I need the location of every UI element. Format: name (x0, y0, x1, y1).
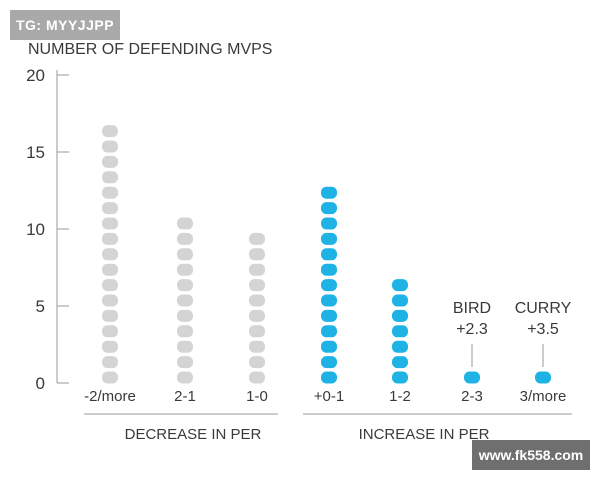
bar-dot (392, 356, 408, 369)
bar-dot (102, 140, 118, 153)
bar-dot (321, 186, 337, 199)
x-tick-label: 1-0 (246, 388, 268, 405)
y-tick-label: 10 (26, 220, 45, 239)
bar-dot (177, 340, 193, 353)
bar-dot (321, 279, 337, 292)
bar-dot (321, 263, 337, 276)
x-tick-label: -2/more (84, 388, 136, 405)
bar-dot (102, 217, 118, 230)
annotation-value: +3.5 (527, 321, 559, 338)
bar-dot (177, 356, 193, 369)
bar-dot (177, 309, 193, 322)
bar-dot (177, 263, 193, 276)
bar-dot (102, 279, 118, 292)
x-tick-label: 2-1 (174, 388, 196, 405)
bar-dot (249, 356, 265, 369)
bars-group (102, 125, 551, 384)
bar-dot (321, 371, 337, 384)
x-tick-label: +0-1 (314, 388, 344, 405)
bar-dot (249, 371, 265, 384)
bar-dot (321, 202, 337, 215)
bar-dot (102, 309, 118, 322)
bar (535, 371, 551, 384)
y-tick-label: 15 (26, 143, 45, 162)
annotation-value: +2.3 (456, 321, 488, 338)
chart-title: NUMBER OF DEFENDING MVPS (28, 41, 272, 58)
bar-dot (102, 340, 118, 353)
bar-dot (249, 279, 265, 292)
bar-dot (177, 248, 193, 261)
bar-dot (321, 294, 337, 307)
bar-dot (177, 371, 193, 384)
bar (102, 125, 118, 384)
bar-dot (321, 248, 337, 261)
bar-dot (321, 232, 337, 245)
bar-dot (102, 171, 118, 184)
bar-dot (464, 371, 480, 384)
bar-dot (249, 248, 265, 261)
x-tick-label: 2-3 (461, 388, 483, 405)
bar-dot (249, 294, 265, 307)
bar-dot (535, 371, 551, 384)
bar-dot (102, 371, 118, 384)
group-labels: DECREASE IN PER INCREASE IN PER (84, 413, 572, 443)
bar-dot (102, 186, 118, 199)
bar-dot (249, 232, 265, 245)
bar-dot (249, 263, 265, 276)
bar-dot (321, 356, 337, 369)
group-label: DECREASE IN PER (125, 426, 262, 443)
bar-dot (321, 217, 337, 230)
bar-dot (177, 325, 193, 338)
y-tick-label: 5 (36, 297, 45, 316)
watermark-badge: TG: MYYJJPP (10, 10, 120, 40)
bar-dot (392, 340, 408, 353)
bar (321, 186, 337, 384)
bar-dot (102, 155, 118, 168)
bar (392, 279, 408, 384)
annotation-name: BIRD (453, 300, 491, 317)
bar-dot (392, 309, 408, 322)
bar-dot (249, 325, 265, 338)
y-tick-label: 20 (26, 66, 45, 85)
bar-dot (102, 125, 118, 138)
bar-dot (177, 232, 193, 245)
x-tick-label: 3/more (520, 388, 567, 405)
bar (177, 217, 193, 384)
bar-dot (321, 309, 337, 322)
bar-dot (102, 263, 118, 276)
bar-dot (249, 309, 265, 322)
bar-dot (102, 294, 118, 307)
bar-dot (321, 340, 337, 353)
group-label: INCREASE IN PER (359, 426, 490, 443)
bar-dot (392, 279, 408, 292)
bar (249, 232, 265, 384)
bar-dot (392, 371, 408, 384)
y-axis-ticks: 0 5 10 15 20 (26, 66, 69, 393)
bar-dot (249, 340, 265, 353)
x-tick-label: 1-2 (389, 388, 411, 405)
bar-dot (321, 325, 337, 338)
bar-dot (177, 279, 193, 292)
bar-dot (102, 232, 118, 245)
x-axis-labels: -2/more 2-1 1-0 +0-1 1-2 2-3 3/more (84, 388, 566, 405)
bar (464, 371, 480, 384)
annotations-group: BIRD +2.3 CURRY +3.5 (453, 300, 572, 367)
bar-dot (177, 294, 193, 307)
y-tick-label: 0 (36, 374, 45, 393)
bar-dot (102, 356, 118, 369)
bar-dot (102, 202, 118, 215)
bar-dot (392, 325, 408, 338)
bar-dot (102, 325, 118, 338)
annotation-name: CURRY (515, 300, 572, 317)
bar-dot (392, 294, 408, 307)
bar-dot (177, 217, 193, 230)
site-badge: www.fk558.com (472, 440, 590, 470)
bar-dot (102, 248, 118, 261)
